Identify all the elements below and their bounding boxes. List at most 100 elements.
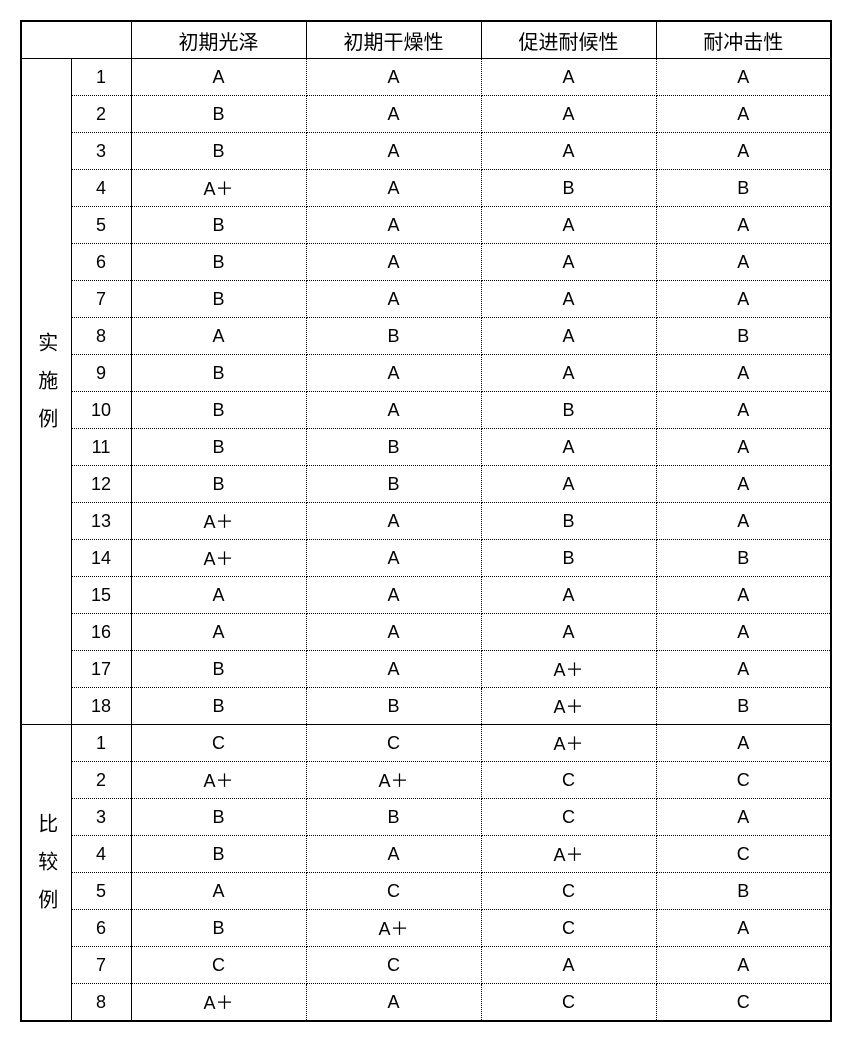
data-cell-text: B <box>562 548 574 568</box>
table-row: 8A＋ACC <box>21 984 831 1022</box>
data-cell: A＋ <box>481 688 656 725</box>
data-cell-text: A＋ <box>553 845 583 865</box>
data-cell: A＋ <box>306 762 481 799</box>
data-cell: A <box>656 392 831 429</box>
data-cell-text: C <box>562 918 575 938</box>
data-cell-text: B <box>212 215 224 235</box>
data-cell-text: A＋ <box>553 734 583 754</box>
table-row: 5ACCB <box>21 873 831 910</box>
data-cell: A＋ <box>131 170 306 207</box>
data-cell: B <box>131 466 306 503</box>
data-cell-text: A＋ <box>553 697 583 717</box>
group-label: 实施例 <box>21 59 71 725</box>
data-cell: A＋ <box>306 910 481 947</box>
data-cell: A <box>306 392 481 429</box>
data-cell: B <box>306 429 481 466</box>
data-cell: B <box>131 392 306 429</box>
group-label-text: 比较例 <box>32 813 61 927</box>
column-header: 促进耐候性 <box>481 21 656 59</box>
data-cell-text: B <box>562 400 574 420</box>
data-cell-text: A <box>737 215 749 235</box>
data-cell-text: A <box>387 844 399 864</box>
data-cell: A <box>656 725 831 762</box>
data-cell-text: A <box>212 622 224 642</box>
data-cell-text: A＋ <box>203 549 233 569</box>
data-cell: C <box>306 947 481 984</box>
data-table: 初期光泽初期干燥性促进耐候性耐冲击性实施例1AAAA2BAAA3BAAA4A＋A… <box>20 20 832 1022</box>
data-cell: C <box>131 725 306 762</box>
data-cell: C <box>481 910 656 947</box>
data-cell-text: B <box>737 326 749 346</box>
table-row: 16AAAA <box>21 614 831 651</box>
data-cell: A <box>481 466 656 503</box>
data-cell-text: A <box>737 437 749 457</box>
column-header: 耐冲击性 <box>656 21 831 59</box>
header-row: 初期光泽初期干燥性促进耐候性耐冲击性 <box>21 21 831 59</box>
data-cell-text: A <box>562 437 574 457</box>
data-cell: B <box>131 207 306 244</box>
row-number-text: 1 <box>96 67 106 87</box>
data-cell: A <box>481 614 656 651</box>
data-cell: C <box>481 873 656 910</box>
data-cell-text: A <box>737 733 749 753</box>
data-cell-text: B <box>737 178 749 198</box>
data-cell: A <box>481 59 656 96</box>
data-cell: A <box>656 355 831 392</box>
header-blank <box>21 21 131 59</box>
data-cell-text: C <box>737 992 750 1012</box>
row-number-text: 13 <box>91 511 111 531</box>
data-cell-text: A <box>737 289 749 309</box>
data-cell: A <box>656 466 831 503</box>
data-cell-text: A <box>737 955 749 975</box>
row-number-text: 15 <box>91 585 111 605</box>
data-cell: A <box>481 355 656 392</box>
data-cell: A <box>306 207 481 244</box>
data-cell: A <box>131 577 306 614</box>
data-cell: B <box>131 688 306 725</box>
data-cell: C <box>656 762 831 799</box>
row-number: 5 <box>71 873 131 910</box>
data-cell-text: A <box>387 585 399 605</box>
data-cell-text: B <box>212 141 224 161</box>
row-number-text: 4 <box>96 178 106 198</box>
data-cell-text: A <box>212 585 224 605</box>
data-cell-text: A <box>562 104 574 124</box>
data-cell-text: A <box>387 178 399 198</box>
row-number-text: 8 <box>96 326 106 346</box>
data-cell-text: A <box>387 141 399 161</box>
data-cell: A <box>656 133 831 170</box>
row-number-text: 7 <box>96 289 106 309</box>
data-cell: A＋ <box>481 651 656 688</box>
data-cell-text: B <box>212 363 224 383</box>
row-number-text: 7 <box>96 955 106 975</box>
row-number-text: 2 <box>96 104 106 124</box>
data-cell-text: A <box>387 104 399 124</box>
column-header-text: 初期干燥性 <box>344 32 444 54</box>
data-cell-text: A <box>387 400 399 420</box>
row-number-text: 9 <box>96 363 106 383</box>
data-cell: A <box>656 614 831 651</box>
data-cell: A <box>656 59 831 96</box>
data-cell-text: B <box>737 548 749 568</box>
row-number: 10 <box>71 392 131 429</box>
table-row: 14A＋ABB <box>21 540 831 577</box>
table-row: 8ABAB <box>21 318 831 355</box>
data-cell: B <box>481 392 656 429</box>
row-number: 3 <box>71 133 131 170</box>
data-cell-text: B <box>212 252 224 272</box>
data-cell-text: A <box>387 289 399 309</box>
data-cell: B <box>306 799 481 836</box>
table-row: 7CCAA <box>21 947 831 984</box>
data-cell: A <box>306 133 481 170</box>
data-cell: A＋ <box>131 984 306 1022</box>
data-cell: A <box>306 59 481 96</box>
row-number-text: 1 <box>96 733 106 753</box>
data-cell-text: C <box>212 955 225 975</box>
data-cell: A <box>306 503 481 540</box>
data-cell: B <box>656 688 831 725</box>
data-cell-text: A＋ <box>203 993 233 1013</box>
table-row: 2A＋A＋CC <box>21 762 831 799</box>
table-row: 3BAAA <box>21 133 831 170</box>
data-cell: C <box>481 762 656 799</box>
data-cell-text: A <box>212 881 224 901</box>
